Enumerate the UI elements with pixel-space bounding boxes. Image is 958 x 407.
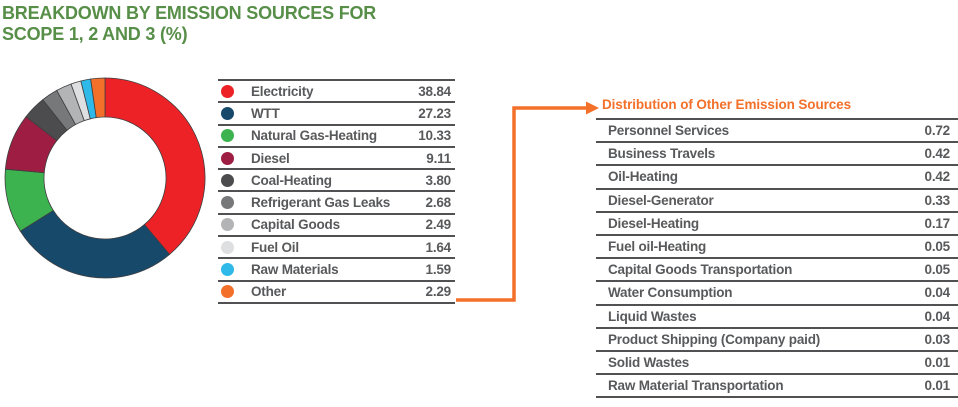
legend-value: 1.64 <box>425 239 452 255</box>
breakout-row-oil-heating: Oil-Heating 0.42 <box>596 164 958 187</box>
donut-segment-other <box>90 77 106 119</box>
legend-row-raw-materials: Raw Materials 1.59 <box>218 257 455 279</box>
legend-row-natural-gas-heating: Natural Gas-Heating 10.33 <box>218 123 455 146</box>
legend-label: Capital Goods <box>251 217 340 233</box>
breakout-label: Diesel-Heating <box>608 215 699 231</box>
breakout-value: 0.04 <box>924 285 951 301</box>
donut-segment-electricity <box>104 77 206 255</box>
breakout-row-fuel-oil-heating: Fuel oil-Heating 0.05 <box>596 233 958 257</box>
legend-row-capital-goods: Capital Goods 2.49 <box>218 212 455 235</box>
breakout-table: Personnel Services 0.72 Business Travels 0.… <box>596 118 958 399</box>
breakout-table-title: Distribution of Other Emission Sources <box>602 97 851 112</box>
legend-label: Coal-Heating <box>251 172 332 188</box>
page-title: BREAKDOWN BY EMISSION SOURCES FOR SCOPE … <box>2 3 376 45</box>
breakout-label: Raw Material Transportation <box>608 378 784 394</box>
legend-label: WTT <box>251 105 280 121</box>
legend-swatch-icon <box>221 196 234 210</box>
legend-row-other: Other 2.29 <box>218 279 455 302</box>
breakout-value: 0.33 <box>924 192 951 208</box>
legend-value: 10.33 <box>418 128 451 144</box>
breakout-value: 0.01 <box>924 354 951 370</box>
legend-label: Other <box>251 284 287 300</box>
breakout-value: 0.04 <box>924 308 951 324</box>
page-title-line2: SCOPE 1, 2 AND 3 (%) <box>2 24 188 44</box>
legend-value: 27.23 <box>418 105 451 121</box>
breakout-label: Diesel-Generator <box>608 192 714 208</box>
legend-label: Fuel Oil <box>251 239 299 255</box>
legend-swatch-icon <box>221 173 234 187</box>
legend-row-wtt: WTT 27.23 <box>218 101 455 123</box>
legend-value: 3.80 <box>425 172 452 188</box>
breakout-row-product-shipping-company-paid: Product Shipping (Company paid) 0.03 <box>596 326 958 350</box>
legend-value: 2.68 <box>425 195 452 211</box>
breakout-label: Liquid Wastes <box>608 308 697 324</box>
breakout-value: 0.05 <box>924 239 951 255</box>
legend-row-refrigerant-gas-leaks: Refrigerant Gas Leaks 2.68 <box>218 190 455 212</box>
breakout-value: 0.03 <box>924 331 951 347</box>
breakout-value: 0.05 <box>924 262 951 278</box>
breakout-label: Business Travels <box>608 146 716 162</box>
legend-value: 2.49 <box>425 217 452 233</box>
breakout-label: Personnel Services <box>608 123 729 139</box>
breakout-row-water-consumption: Water Consumption 0.04 <box>596 280 958 303</box>
chart-legend: Electricity 38.84 WTT 27.23 Natural Gas-Heat… <box>218 79 455 304</box>
legend-swatch-icon <box>221 84 234 98</box>
breakout-label: Water Consumption <box>608 285 733 301</box>
legend-swatch-icon <box>221 263 234 277</box>
breakout-value: 0.72 <box>924 123 951 139</box>
arrow-right-icon <box>586 101 599 115</box>
legend-value: 9.11 <box>426 150 451 166</box>
breakout-value: 0.42 <box>924 169 951 185</box>
legend-value: 2.29 <box>425 284 452 300</box>
legend-swatch-icon <box>221 240 234 254</box>
breakout-row-liquid-wastes: Liquid Wastes 0.04 <box>596 303 958 327</box>
legend-row-electricity: Electricity 38.84 <box>218 79 455 101</box>
breakout-value: 0.01 <box>924 378 951 394</box>
breakout-value: 0.17 <box>924 215 951 231</box>
page-title-line1: BREAKDOWN BY EMISSION SOURCES FOR <box>2 3 377 23</box>
breakout-label: Solid Wastes <box>608 354 690 370</box>
breakout-label: Capital Goods Transportation <box>608 262 793 278</box>
legend-label: Electricity <box>251 83 314 99</box>
legend-swatch-icon <box>221 218 234 232</box>
connector-line <box>456 106 587 302</box>
legend-value: 38.84 <box>418 83 451 99</box>
breakout-row-personnel-services: Personnel Services 0.72 <box>596 118 958 141</box>
legend-value: 1.59 <box>425 262 452 278</box>
donut-segment-wtt <box>19 209 171 279</box>
breakout-label: Product Shipping (Company paid) <box>608 331 821 347</box>
breakout-row-solid-wastes: Solid Wastes 0.01 <box>596 349 958 373</box>
legend-swatch-icon <box>221 106 234 120</box>
breakout-value: 0.42 <box>924 146 951 162</box>
legend-label: Refrigerant Gas Leaks <box>251 195 391 211</box>
legend-swatch-icon <box>221 129 234 143</box>
legend-row-diesel: Diesel 9.11 <box>218 145 455 168</box>
legend-label: Raw Materials <box>251 262 339 278</box>
breakout-label: Oil-Heating <box>608 169 678 185</box>
breakout-label: Fuel oil-Heating <box>608 239 707 255</box>
legend-row-fuel-oil: Fuel Oil 1.64 <box>218 235 455 257</box>
donut-chart <box>4 77 206 279</box>
legend-label: Diesel <box>251 150 290 166</box>
legend-swatch-icon <box>221 151 234 165</box>
legend-swatch-icon <box>221 285 234 299</box>
legend-label: Natural Gas-Heating <box>251 128 377 144</box>
breakout-row-diesel-heating: Diesel-Heating 0.17 <box>596 210 958 234</box>
breakout-row-raw-material-transportation: Raw Material Transportation 0.01 <box>596 373 958 396</box>
breakout-row-capital-goods-transportation: Capital Goods Transportation 0.05 <box>596 257 958 280</box>
breakout-row-diesel-generator: Diesel-Generator 0.33 <box>596 187 958 211</box>
breakout-row-business-travels: Business Travels 0.42 <box>596 141 958 164</box>
legend-row-coal-heating: Coal-Heating 3.80 <box>218 168 455 190</box>
